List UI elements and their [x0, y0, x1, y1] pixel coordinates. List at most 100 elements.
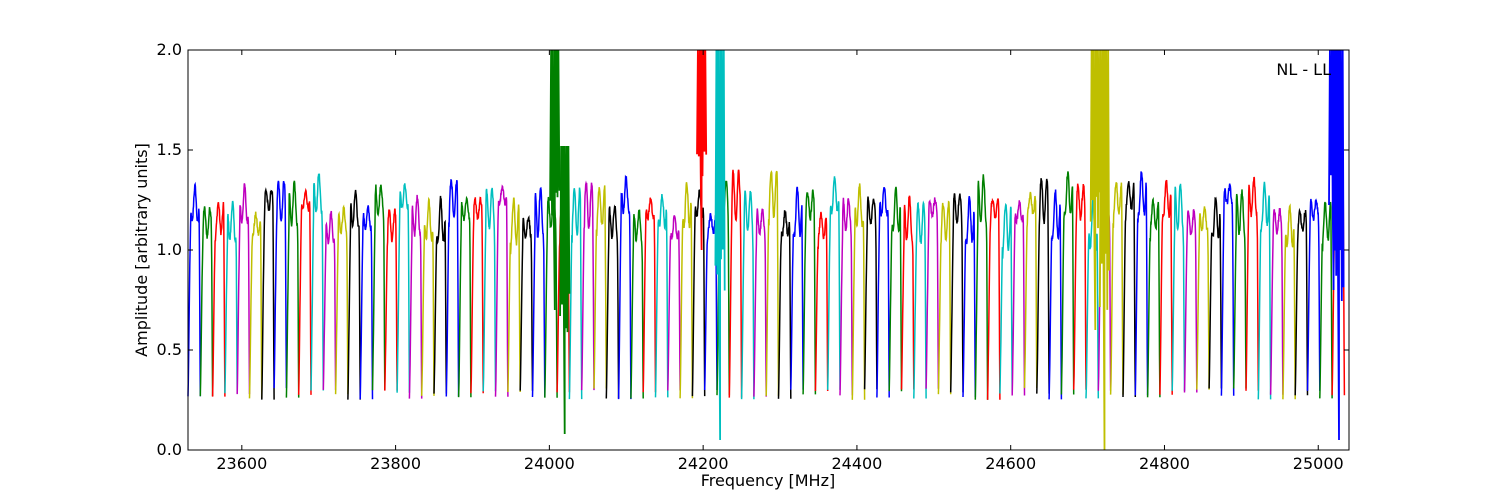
channel-line [1109, 182, 1124, 395]
channel-line [1159, 179, 1173, 395]
spike-line [696, 49, 708, 251]
x-axis-label: Frequency [MHz] [701, 471, 835, 490]
channel-line [777, 210, 792, 399]
annotation-label: NL - LL [1276, 60, 1331, 79]
channel-line [962, 196, 977, 398]
channel-line [199, 206, 214, 397]
plot-series-group [187, 169, 1346, 400]
channel-line [420, 196, 435, 396]
channel-line [261, 187, 275, 400]
channel-line [1282, 203, 1296, 400]
channel-line [371, 184, 386, 391]
spike-line [714, 49, 726, 441]
channel-line [347, 189, 361, 400]
channel-line [310, 173, 325, 391]
y-tick-label: 1.5 [157, 140, 182, 159]
x-tick-label: 23800 [370, 454, 421, 473]
channel-line [814, 211, 829, 392]
spike-line [559, 145, 571, 435]
channel-line [974, 174, 989, 400]
x-tick-label: 25000 [1293, 454, 1344, 473]
channel-line [433, 195, 448, 394]
channel-line [1269, 208, 1284, 395]
x-tick-label: 24800 [1139, 454, 1190, 473]
channel-line [519, 215, 534, 391]
channel-line [826, 176, 841, 390]
channel-line [876, 187, 890, 398]
spike-line [1333, 49, 1345, 441]
channel-line [1183, 209, 1198, 393]
y-tick-label: 0.0 [157, 440, 182, 459]
channel-line [667, 214, 681, 391]
channel-line [617, 174, 632, 400]
spike-line [1099, 49, 1110, 451]
channel-line [1257, 181, 1272, 400]
channel-line [1122, 181, 1137, 398]
x-tick-label: 24200 [678, 454, 729, 473]
channel-line [494, 184, 509, 397]
channel-line [753, 208, 767, 397]
y-axis: 0.0 0.5 1.0 1.5 2.0 [157, 40, 1349, 459]
x-axis: 23600 23800 24000 24200 24400 24600 24800 25000 [216, 50, 1344, 473]
channel-line [765, 170, 780, 396]
channel-line [913, 200, 927, 399]
channel-line [568, 187, 583, 400]
channel-line [728, 169, 743, 398]
channel-line [1060, 171, 1075, 395]
channel-line [1220, 183, 1235, 396]
x-tick-label: 24600 [985, 454, 1036, 473]
channel-line [457, 195, 472, 398]
channel-line [482, 187, 497, 392]
channel-line [654, 194, 669, 398]
channel-line [384, 208, 398, 391]
channel-line [790, 186, 804, 390]
channel-line [605, 204, 620, 399]
channel-line [224, 200, 238, 394]
channel-line [531, 186, 546, 398]
channel-line [359, 205, 374, 400]
channel-line [1208, 196, 1223, 389]
channel-line [1023, 191, 1038, 389]
channel-line [1048, 189, 1063, 400]
channel-line [273, 180, 288, 389]
channel-line [900, 195, 915, 390]
channel-line [851, 183, 866, 400]
channel-line [839, 197, 854, 396]
channel-line [691, 189, 706, 397]
channel-line [187, 181, 202, 397]
y-tick-label: 1.0 [157, 240, 182, 259]
channel-line [642, 197, 657, 393]
channel-line [1146, 196, 1161, 398]
channel-line [1134, 171, 1149, 396]
channel-line [408, 194, 423, 399]
channel-line [1011, 200, 1026, 396]
channel-line [285, 180, 300, 398]
channel-line [925, 197, 940, 389]
channel-line [1294, 207, 1309, 396]
channel-line [297, 187, 312, 395]
x-tick-label: 23600 [216, 454, 267, 473]
channel-line [1072, 183, 1087, 390]
spike-group [549, 49, 1345, 451]
spike-line [1089, 49, 1101, 331]
channel-line [863, 196, 878, 390]
channel-line [211, 201, 226, 397]
channel-line [999, 202, 1013, 394]
channel-line [593, 185, 608, 389]
channel-line [1036, 178, 1050, 394]
channel-line [445, 178, 460, 397]
channel-line [937, 200, 952, 395]
channel-line [1306, 198, 1321, 391]
x-tick-label: 24400 [831, 454, 882, 473]
channel-line [1232, 189, 1247, 389]
channel-line [1085, 198, 1100, 399]
y-axis-label: Amplitude [arbitrary units] [132, 143, 151, 357]
channel-line [580, 180, 595, 391]
channel-line [740, 190, 755, 400]
x-tick-label: 24000 [524, 454, 575, 473]
channel-line [888, 186, 903, 392]
channel-line [1196, 206, 1210, 390]
channel-line [322, 210, 337, 390]
channel-line [470, 196, 484, 394]
channel-line [802, 189, 817, 395]
